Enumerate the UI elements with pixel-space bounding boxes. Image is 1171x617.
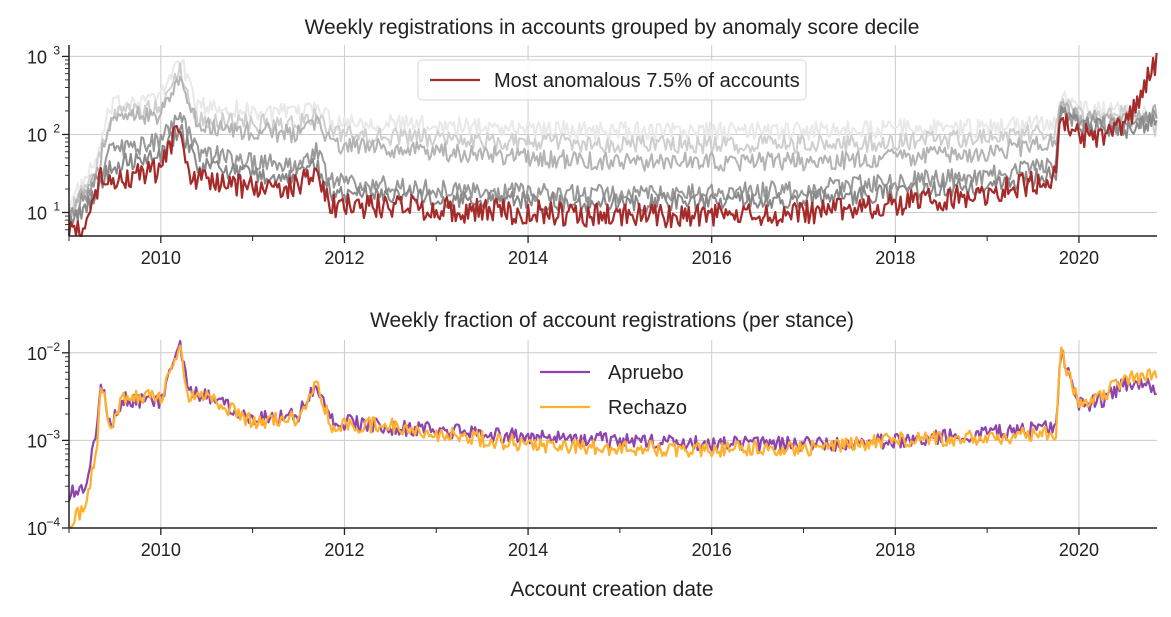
x-tick-label: 2018	[875, 540, 915, 560]
y-tick-exponent: −2	[46, 340, 60, 354]
x-tick-label: 2010	[141, 540, 181, 560]
series-line	[68, 344, 1158, 530]
y-tick-base: 10	[27, 47, 47, 67]
x-tick-label: 2014	[508, 540, 548, 560]
y-tick-base: 10	[27, 204, 47, 224]
y-tick-base: 10	[27, 125, 47, 145]
bottom-x-ticks: 2010 2012 2014 2016 2018 2020	[141, 540, 1099, 560]
x-tick-label: 2020	[1059, 248, 1099, 268]
x-tick-label: 2010	[141, 248, 181, 268]
bottom-chart-title: Weekly fraction of account registrations…	[370, 309, 854, 332]
x-axis-label: Account creation date	[510, 578, 713, 601]
series-line	[68, 107, 1158, 230]
y-tick-base: 10	[27, 519, 47, 539]
x-tick-label: 2014	[508, 248, 548, 268]
legend-box	[417, 59, 807, 101]
bottom-panel: Weekly fraction of account registrations…	[27, 309, 1158, 601]
legend-label: Apruebo	[608, 362, 684, 384]
x-tick-label: 2016	[692, 248, 732, 268]
y-tick-label: 10	[27, 344, 47, 364]
top-x-ticks: 2010 2012 2014 2016 2018 2020	[141, 248, 1099, 268]
y-tick-exponent: −3	[46, 427, 60, 441]
y-tick-exponent: 2	[53, 121, 60, 135]
series-line	[68, 58, 1158, 216]
x-tick-label: 2018	[875, 248, 915, 268]
top-chart-title: Weekly registrations in accounts grouped…	[305, 16, 920, 39]
y-tick-exponent: 3	[53, 43, 60, 57]
y-tick-exponent: 1	[53, 200, 60, 214]
top-y-ticks: 10 1 10 2 10 3	[27, 43, 60, 223]
y-tick-base: 10	[27, 431, 47, 451]
y-tick-label: 10	[27, 519, 47, 539]
x-tick-label: 2012	[324, 248, 364, 268]
bottom-y-ticks: 10−410−310−2	[27, 340, 60, 539]
y-tick-label: 10	[27, 204, 47, 224]
top-axes	[62, 45, 1157, 243]
bottom-legend: Apruebo Rechazo	[540, 362, 687, 419]
legend-label: Most anomalous 7.5% of accounts	[494, 70, 800, 92]
y-tick-base: 10	[27, 344, 47, 364]
series-line	[67, 52, 1158, 238]
series-line	[68, 62, 1158, 222]
y-tick-exponent: −4	[46, 515, 60, 529]
x-tick-label: 2020	[1059, 540, 1099, 560]
series-line	[68, 75, 1158, 226]
bottom-series-group	[67, 339, 1158, 530]
x-tick-label: 2012	[324, 540, 364, 560]
top-panel: Weekly registrations in accounts grouped…	[27, 16, 1158, 268]
bottom-axes	[62, 340, 1157, 535]
top-series-group	[67, 52, 1158, 238]
top-legend: Most anomalous 7.5% of accounts	[417, 59, 807, 101]
y-tick-label: 10	[27, 47, 47, 67]
y-tick-label: 10	[27, 431, 47, 451]
x-tick-label: 2016	[692, 540, 732, 560]
y-tick-label: 10	[27, 125, 47, 145]
legend-label: Rechazo	[608, 397, 687, 419]
